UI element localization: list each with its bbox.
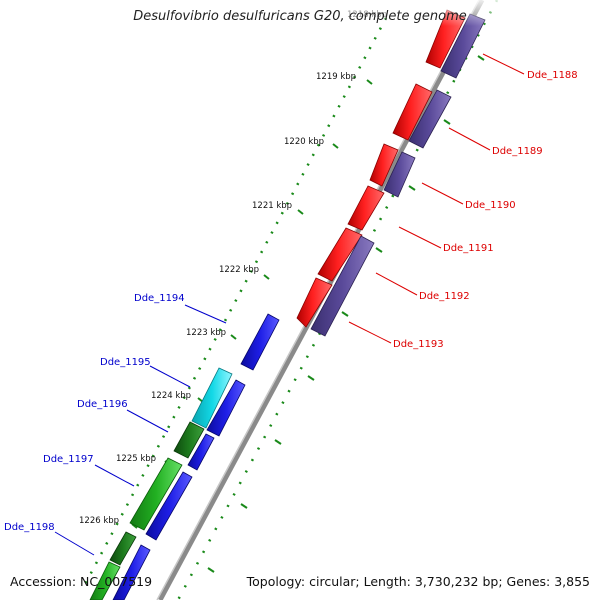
scale-labels: 1218 kbp 1219 kbp 1220 kbp 1221 kbp 1222… xyxy=(79,10,387,526)
gene-dde-1192-forward[interactable] xyxy=(317,227,363,282)
left-track-genes xyxy=(89,313,280,601)
scale-label: 1222 kbp xyxy=(219,265,259,275)
topology-summary: Topology: circular; Length: 3,730,232 bp… xyxy=(246,574,590,589)
gene-dde-1194[interactable] xyxy=(240,313,280,371)
gene-label[interactable]: Dde_1191 xyxy=(443,243,494,254)
left-label-leaders xyxy=(54,304,227,556)
forward-genes xyxy=(296,9,466,328)
gene-dde-1197[interactable] xyxy=(129,457,183,531)
gene-dde-1196-reverse[interactable] xyxy=(206,379,246,437)
gene-dde-1189-forward[interactable] xyxy=(392,83,433,141)
scale-label: 1223 kbp xyxy=(186,328,226,338)
gene-dde-1195[interactable] xyxy=(191,367,233,429)
reverse-genes xyxy=(310,13,486,337)
scale-ticks xyxy=(131,55,485,573)
gene-dde-1198-reverse[interactable] xyxy=(145,471,193,541)
scale-label: 1220 kbp xyxy=(284,137,324,147)
scale-label: 1219 kbp xyxy=(316,72,356,82)
accession-label: Accession: NC_007519 xyxy=(10,574,153,589)
gene-dde-1198-dark[interactable] xyxy=(109,531,137,566)
gene-label[interactable]: Dde_1195 xyxy=(100,357,151,368)
scale-label: 1218 kbp xyxy=(347,10,387,20)
gene-label[interactable]: Dde_1189 xyxy=(492,146,543,157)
gene-label[interactable]: Dde_1188 xyxy=(527,70,578,81)
gene-label[interactable]: Dde_1190 xyxy=(465,200,516,211)
gene-dde-1193-forward[interactable] xyxy=(296,277,333,328)
scale-ring-inner xyxy=(80,17,388,591)
gene-label[interactable]: Dde_1196 xyxy=(77,399,128,410)
gene-label[interactable]: Dde_1192 xyxy=(419,291,470,302)
gene-label[interactable]: Dde_1197 xyxy=(43,454,94,465)
right-gene-labels: Dde_1188 Dde_1189 Dde_1190 Dde_1191 Dde_… xyxy=(393,70,578,350)
title-fade xyxy=(300,0,520,26)
map-title: Desulfovibrio desulfuricans G20, complet… xyxy=(133,9,467,24)
scale-label: 1224 kbp xyxy=(151,391,191,401)
gene-dde-1189-reverse[interactable] xyxy=(408,89,452,149)
gene-dde-1192-reverse[interactable] xyxy=(310,235,375,337)
right-label-leaders xyxy=(348,53,525,344)
scale-label: 1226 kbp xyxy=(79,516,119,526)
gene-label[interactable]: Dde_1194 xyxy=(134,293,185,304)
scale-label: 1225 kbp xyxy=(116,454,156,464)
gene-dde-1190-reverse[interactable] xyxy=(383,151,416,198)
left-gene-labels: Dde_1194 Dde_1195 Dde_1196 Dde_1197 Dde_… xyxy=(4,293,185,533)
gene-dde-1190-forward[interactable] xyxy=(369,143,399,187)
gene-label[interactable]: Dde_1198 xyxy=(4,522,55,533)
gene-dde-1197-reverse[interactable] xyxy=(187,433,215,471)
gene-dde-1196[interactable] xyxy=(173,421,205,459)
gene-dde-1191-forward[interactable] xyxy=(347,185,385,231)
scale-label: 1221 kbp xyxy=(252,201,292,211)
gene-label[interactable]: Dde_1193 xyxy=(393,339,444,350)
